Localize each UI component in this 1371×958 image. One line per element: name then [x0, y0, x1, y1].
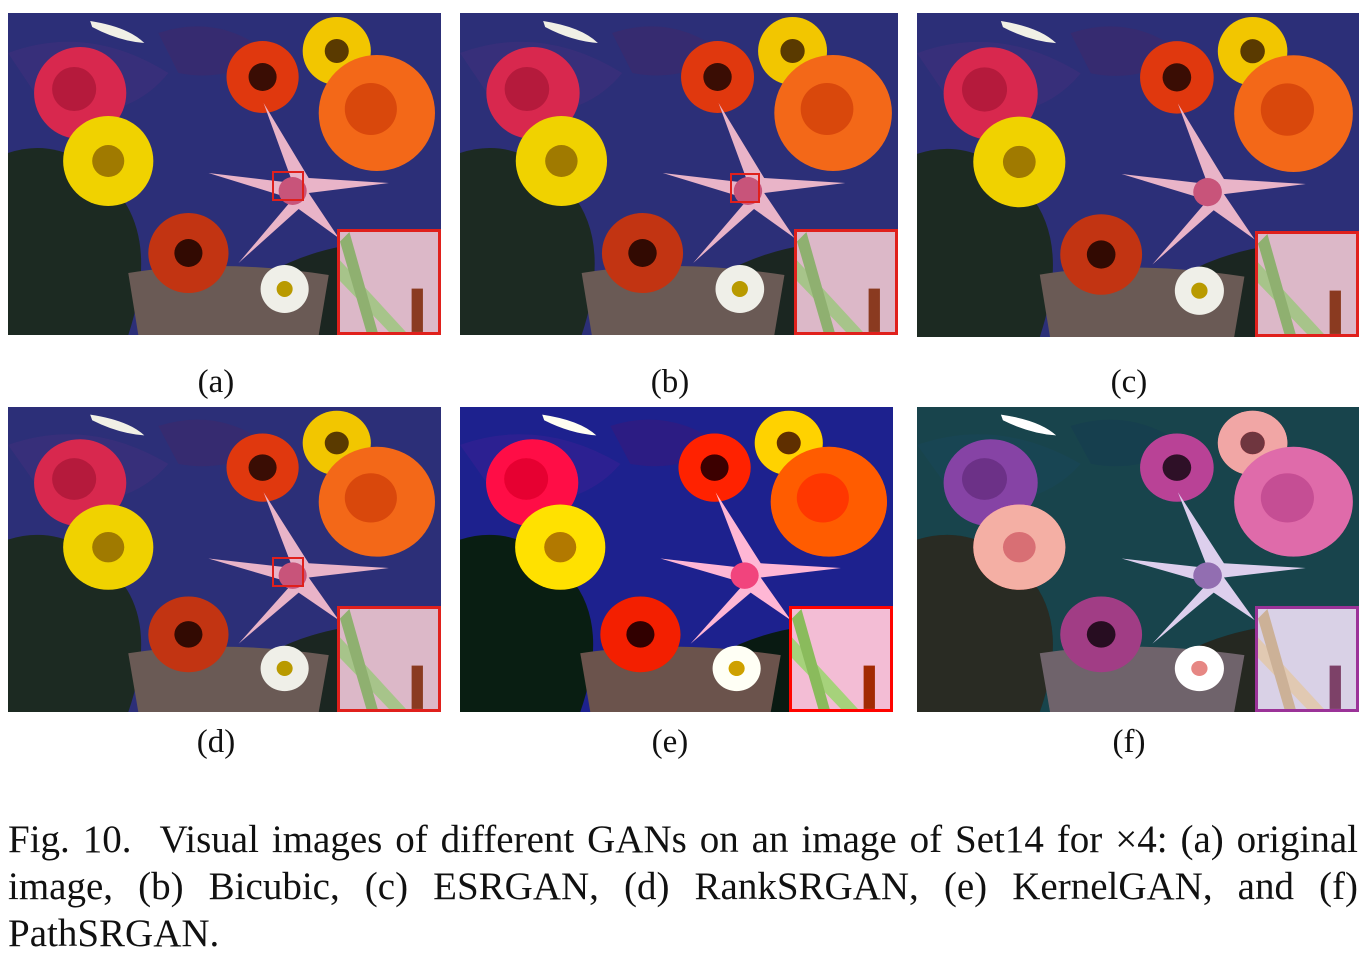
panel-e-image — [460, 407, 893, 712]
panel-b-label: (b) — [650, 364, 690, 400]
panel-c-image — [917, 13, 1359, 337]
panel-a-label: (a) — [197, 364, 235, 400]
zoom-inset — [789, 606, 893, 712]
panel-b-image — [460, 13, 898, 335]
panel-a-image — [8, 13, 441, 335]
figure-label: Fig. 10. — [8, 818, 132, 861]
panel-d-image — [8, 407, 441, 712]
figure-caption-text: Visual images of different GANs on an im… — [8, 818, 1358, 955]
zoom-inset — [1255, 606, 1359, 712]
panel-d-label: (d) — [196, 724, 236, 760]
panel-e-label: (e) — [651, 724, 689, 760]
roi-box — [272, 171, 304, 201]
roi-box — [730, 173, 760, 203]
roi-box — [272, 557, 304, 587]
zoom-inset — [337, 606, 441, 712]
panel-f-label: (f) — [1112, 724, 1146, 760]
figure-caption: Fig. 10. Visual images of different GANs … — [8, 816, 1358, 957]
zoom-inset — [794, 229, 898, 335]
zoom-inset — [1255, 231, 1359, 337]
zoom-inset — [337, 229, 441, 335]
panel-f-image — [917, 407, 1359, 712]
panel-c-label: (c) — [1110, 364, 1148, 400]
